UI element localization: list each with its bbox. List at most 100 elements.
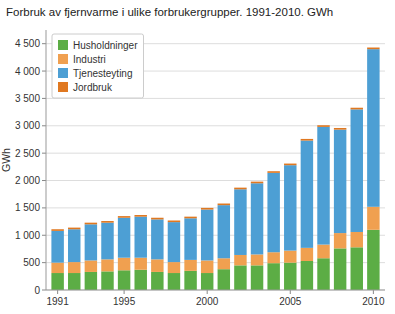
bar-segment xyxy=(317,127,329,245)
bar-segment xyxy=(334,128,346,130)
legend-label: Tjenesteyting xyxy=(73,68,132,79)
bar-segment xyxy=(218,258,230,269)
bar-segment xyxy=(101,221,113,223)
bar-segment xyxy=(51,263,63,273)
bar-segment xyxy=(251,183,263,254)
bar-segment xyxy=(284,251,296,263)
legend: HusholdningerIndustriTjenesteytingJordbr… xyxy=(52,34,144,98)
x-tick xyxy=(373,290,374,294)
bar-segment xyxy=(118,270,130,290)
y-tick xyxy=(42,180,46,181)
bar-segment xyxy=(267,252,279,263)
bar-segment xyxy=(68,229,80,262)
y-tick xyxy=(42,98,46,99)
bar-segment xyxy=(85,223,97,225)
y-tick-label: 1 500 xyxy=(15,202,40,213)
bar-segment xyxy=(184,271,196,290)
y-tick xyxy=(42,262,46,263)
bar-segment xyxy=(218,269,230,290)
y-axis-line xyxy=(46,30,47,290)
bar-segment xyxy=(168,262,180,273)
bar-segment xyxy=(184,217,196,219)
bar-segment xyxy=(134,215,146,217)
bar-segment xyxy=(351,247,363,290)
x-tick xyxy=(207,290,208,294)
legend-swatch xyxy=(58,54,68,64)
bar-segment xyxy=(68,262,80,273)
y-axis-label: GWh xyxy=(0,148,12,172)
bar-segment xyxy=(184,218,196,260)
y-tick-label: 4 500 xyxy=(15,38,40,49)
bar-segment xyxy=(201,273,213,290)
bar-segment xyxy=(85,272,97,290)
bar-segment xyxy=(51,273,63,290)
y-tick-label: 4 000 xyxy=(15,66,40,77)
y-tick-label: 3 000 xyxy=(15,120,40,131)
y-tick xyxy=(42,71,46,72)
bar-segment xyxy=(351,109,363,232)
bar-segment xyxy=(51,229,63,231)
y-tick xyxy=(42,125,46,126)
y-tick xyxy=(42,207,46,208)
bar-segment xyxy=(218,204,230,206)
bar-segment xyxy=(201,210,213,261)
bar-segment xyxy=(234,188,246,190)
bar-segment xyxy=(134,270,146,290)
x-tick xyxy=(57,290,58,294)
bar-segment xyxy=(118,216,130,218)
chart: Forbruk av fjernvarme i ulike forbrukerg… xyxy=(0,0,395,314)
bar-segment xyxy=(234,189,246,255)
y-tick-label: 2 500 xyxy=(15,148,40,159)
bar-segment xyxy=(118,218,130,258)
bar-segment xyxy=(184,260,196,271)
x-tick-label: 2010 xyxy=(362,296,385,307)
y-tick-label: 0 xyxy=(34,285,40,296)
page: {"chart_data": { "type": "bar", "stacked… xyxy=(0,0,395,314)
bar-segment xyxy=(301,248,313,261)
x-tick-label: 1995 xyxy=(113,296,136,307)
bar-segment xyxy=(68,228,80,230)
bar-segment xyxy=(301,261,313,290)
series xyxy=(51,49,379,262)
bar-segment xyxy=(351,232,363,247)
bar-segment xyxy=(101,259,113,271)
grid-line xyxy=(46,290,385,291)
bar-segment xyxy=(201,260,213,273)
y-tick-label: 1 000 xyxy=(15,230,40,241)
x-tick-label: 2000 xyxy=(196,296,219,307)
bar-segment xyxy=(367,49,379,207)
legend-box xyxy=(52,34,144,98)
bar-segment xyxy=(168,273,180,290)
bar-segment xyxy=(151,219,163,259)
bar-segment xyxy=(334,130,346,233)
legend-swatch xyxy=(58,68,68,78)
bar-segment xyxy=(101,223,113,260)
bar-segment xyxy=(267,263,279,290)
x-tick xyxy=(124,290,125,294)
x-axis-line xyxy=(46,290,385,291)
bar-segment xyxy=(151,218,163,220)
legend-swatch xyxy=(58,82,68,92)
bar-segment xyxy=(134,258,146,270)
bar-segment xyxy=(51,231,63,263)
bar-segment xyxy=(234,255,246,265)
bar-segment xyxy=(267,171,279,173)
y-tick xyxy=(42,43,46,44)
bar-segment xyxy=(367,48,379,50)
x-tick-label: 1991 xyxy=(47,296,70,307)
bar-segment xyxy=(251,182,263,184)
legend-label: Jordbruk xyxy=(73,82,113,93)
bar-segment xyxy=(101,271,113,290)
bar-segment xyxy=(284,165,296,250)
title: Forbruk av fjernvarme i ulike forbrukerg… xyxy=(6,6,333,18)
bar-segment xyxy=(317,125,329,127)
x-tick-label: 2005 xyxy=(279,296,302,307)
y-tick xyxy=(42,153,46,154)
bar-segment xyxy=(351,108,363,110)
bar-segment xyxy=(367,230,379,290)
bar-segment xyxy=(85,260,97,271)
y-tick-label: 2 000 xyxy=(15,175,40,186)
bar-segment xyxy=(168,222,180,262)
bar-segment xyxy=(284,263,296,290)
y-tick xyxy=(42,235,46,236)
